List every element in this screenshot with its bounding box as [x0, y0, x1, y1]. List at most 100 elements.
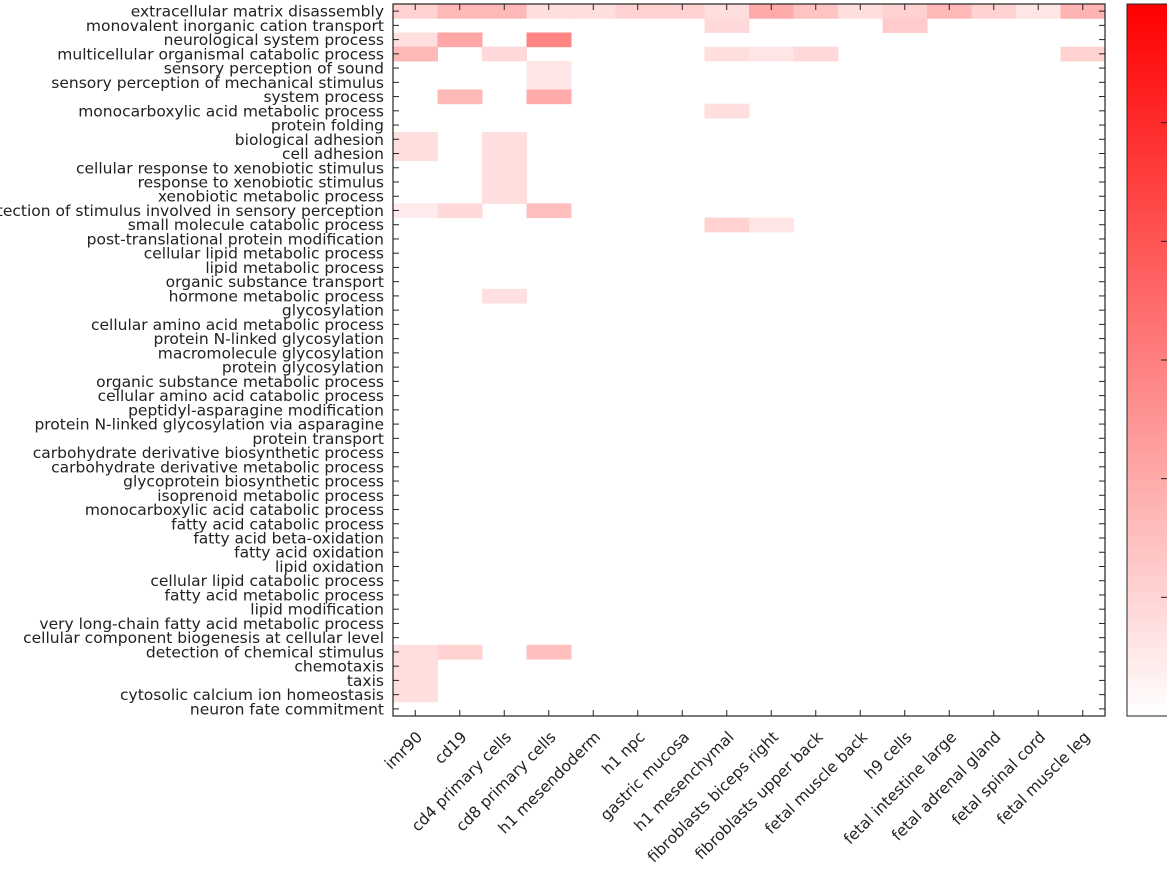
- row-label: cell adhesion: [282, 145, 384, 163]
- heatmap-cell: [393, 4, 438, 19]
- row-label: cellular response to xenobiotic stimulus: [76, 159, 384, 177]
- row-label: fatty acid oxidation: [234, 544, 384, 562]
- row-label: organic substance metabolic process: [96, 373, 384, 391]
- row-label: monovalent inorganic cation transport: [86, 17, 384, 35]
- heatmap-cell: [1060, 46, 1106, 62]
- column-label: cd19: [431, 728, 471, 768]
- row-label: organic substance transport: [166, 273, 384, 291]
- heatmap-cell: [660, 4, 705, 19]
- row-label: fatty acid metabolic process: [165, 586, 384, 604]
- row-label: glycoprotein biosynthetic process: [123, 473, 384, 491]
- heatmap-cell: [704, 18, 750, 33]
- heatmap-cell: [526, 89, 572, 105]
- heatmap-cell: [482, 160, 527, 176]
- heatmap-cell: [437, 89, 483, 105]
- heatmap-cell: [393, 46, 438, 62]
- heatmap-cell: [482, 189, 527, 204]
- row-label: protein N-linked glycosylation: [154, 330, 384, 348]
- row-label: carbohydrate derivative metabolic proces…: [51, 458, 384, 476]
- heatmap-cell: [615, 4, 661, 19]
- heatmap-cell: [393, 644, 438, 660]
- row-label: cellular component biogenesis at cellula…: [23, 629, 384, 647]
- heatmap-cell: [1060, 4, 1106, 19]
- heatmap-cell: [1016, 4, 1061, 19]
- heatmap-cell: [482, 174, 527, 190]
- row-label: protein transport: [252, 430, 384, 448]
- row-label: monocarboxylic acid catabolic process: [85, 501, 384, 519]
- row-label: monocarboxylic acid metabolic process: [78, 102, 384, 120]
- heatmap-cell: [704, 46, 750, 62]
- heatmap-cell: [437, 4, 483, 19]
- heatmap-cell: [526, 60, 572, 76]
- row-label: cellular lipid catabolic process: [150, 572, 384, 590]
- row-label: taxis: [347, 672, 384, 690]
- heatmap-cell: [526, 4, 572, 19]
- row-label: cellular amino acid metabolic process: [91, 316, 384, 334]
- row-label: post-translational protein modification: [87, 230, 384, 248]
- row-label: peptidyl-asparagine modification: [128, 401, 384, 419]
- heatmap-cell: [882, 18, 928, 33]
- heatmap-cell: [927, 4, 972, 19]
- row-label: lipid oxidation: [275, 558, 384, 576]
- heatmap-cell: [393, 673, 438, 689]
- row-label: multicellular organismal catabolic proce…: [57, 45, 384, 63]
- heatmap-cell: [393, 32, 438, 48]
- heatmap-cell: [393, 687, 438, 703]
- row-label: protein glycosylation: [222, 359, 384, 377]
- heatmap-cell: [526, 32, 572, 48]
- row-label: cellular amino acid catabolic process: [98, 387, 384, 405]
- heatmap-cell: [393, 146, 438, 162]
- row-label: cytosolic calcium ion homeostasis: [120, 686, 384, 704]
- heatmap-cell: [437, 32, 483, 48]
- heatmap-cell: [749, 217, 794, 233]
- heatmap-cell: [526, 203, 572, 219]
- row-label: fatty acid catabolic process: [171, 515, 384, 533]
- row-label: isoprenoid metabolic process: [157, 487, 384, 505]
- heatmap-cell: [526, 644, 572, 660]
- heatmap-cell: [437, 203, 483, 219]
- heatmap-cells: [393, 4, 1106, 703]
- heatmap-cell: [482, 146, 527, 162]
- heatmap-cell: [838, 4, 883, 19]
- heatmap-cell: [437, 644, 483, 660]
- heatmap-cell: [393, 203, 438, 219]
- row-label: chemotaxis: [294, 658, 384, 676]
- row-label: lipid metabolic process: [205, 259, 384, 277]
- row-labels: extracellular matrix disassemblymonovale…: [0, 3, 384, 719]
- heatmap-cell: [971, 4, 1017, 19]
- row-label: very long-chain fatty acid metabolic pro…: [39, 615, 384, 633]
- row-label: fatty acid beta-oxidation: [193, 530, 384, 548]
- row-label: carbohydrate derivative biosynthetic pro…: [33, 444, 384, 462]
- row-label: protein folding: [271, 117, 384, 135]
- row-label: small molecule catabolic process: [128, 216, 384, 234]
- heatmap-cell: [482, 4, 527, 19]
- heatmap-cell: [793, 46, 839, 62]
- row-label: extracellular matrix disassembly: [131, 3, 384, 21]
- column-label: imr90: [381, 728, 426, 773]
- colorbar-ticks: [1161, 122, 1167, 598]
- row-label: neurological system process: [164, 31, 384, 49]
- row-label: macromolecule glycosylation: [158, 344, 384, 362]
- row-label: glycosylation: [282, 302, 384, 320]
- row-label: biological adhesion: [235, 131, 384, 149]
- heatmap-cell: [704, 217, 750, 233]
- heatmap-cell: [704, 4, 750, 19]
- heatmap-cell: [482, 46, 527, 62]
- heatmap-cell: [393, 132, 438, 147]
- row-label: response to xenobiotic stimulus: [138, 174, 384, 192]
- plot-frame: [392, 3, 1106, 717]
- plot-axes: [392, 3, 1106, 717]
- row-label: sensory perception of sound: [164, 60, 384, 78]
- row-label: lipid modification: [250, 601, 384, 619]
- row-label: system process: [263, 88, 384, 106]
- heatmap-cell: [749, 46, 794, 62]
- colorbar-gradient: [1126, 3, 1167, 717]
- heatmap-cell: [749, 4, 794, 19]
- colorbar: [1126, 3, 1167, 717]
- row-label: xenobiotic metabolic process: [158, 188, 384, 206]
- row-label: protein N-linked glycosylation via aspar…: [34, 416, 384, 434]
- heatmap-cell: [704, 103, 750, 119]
- heatmap-cell: [393, 659, 438, 674]
